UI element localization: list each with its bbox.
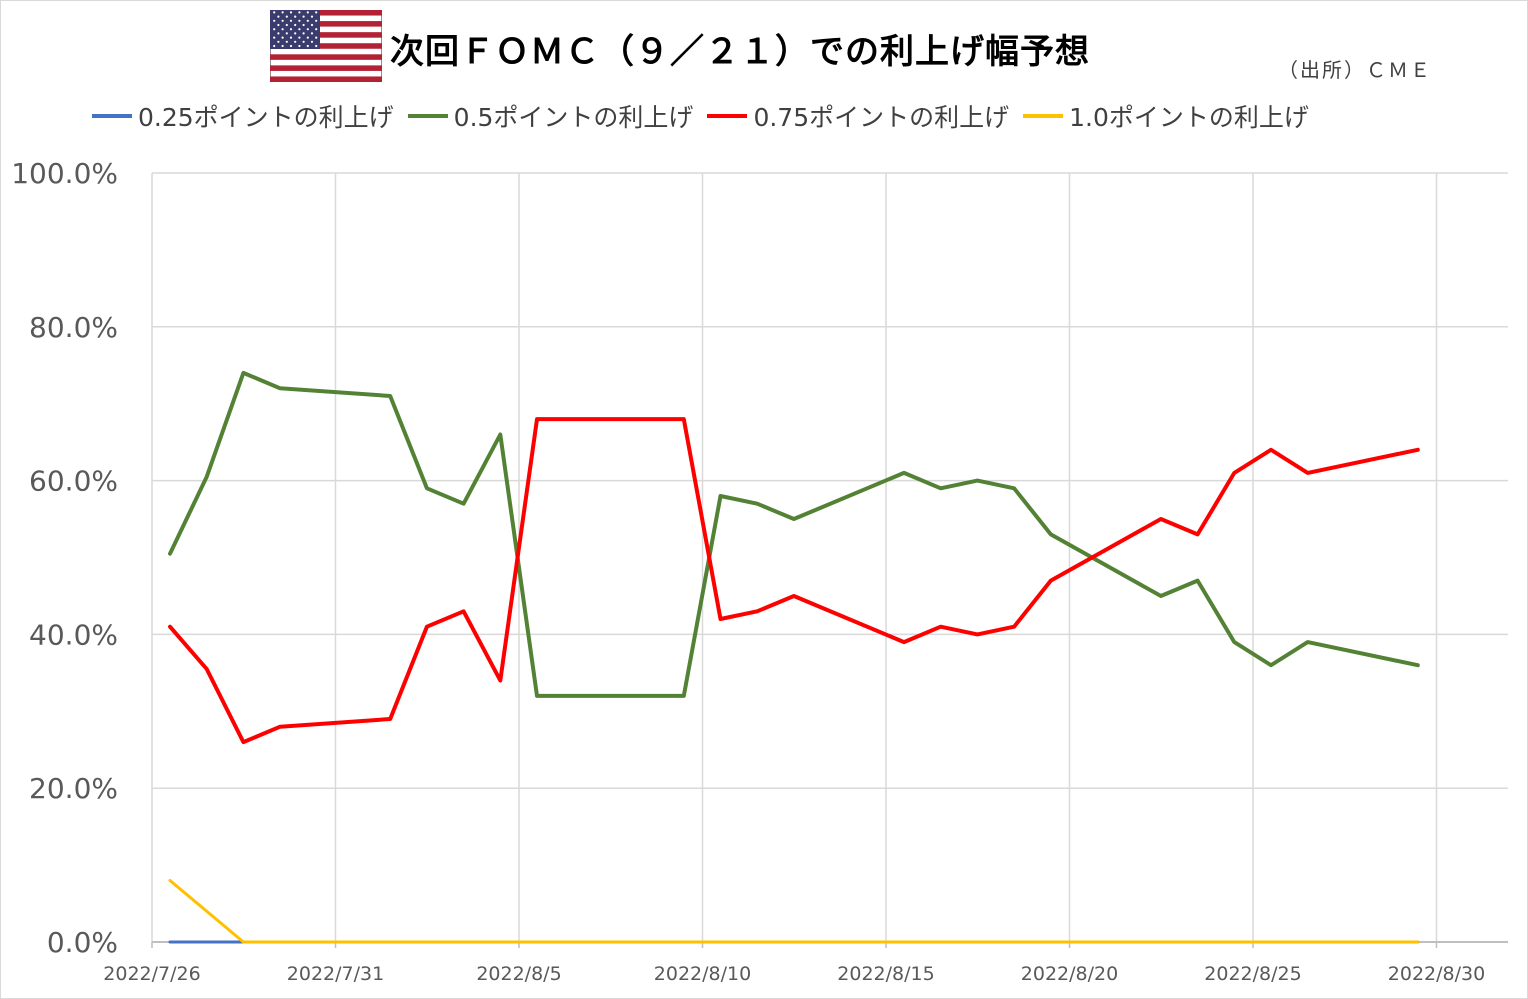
legend-swatch-075: [707, 114, 748, 118]
legend-item-05: 0.5ポイントの利上げ: [407, 98, 694, 134]
series-line-2: [168, 417, 1420, 745]
x-tick-label: 2022/8/25: [1204, 963, 1301, 985]
series-line-1: [168, 370, 1420, 698]
legend-item-10: 1.0ポイントの利上げ: [1023, 98, 1309, 134]
legend-swatch-025: [92, 114, 132, 118]
us-flag-icon: [270, 10, 382, 82]
legend-label-025: 0.25ポイントの利上げ: [138, 103, 394, 132]
legend-item-075: 0.75ポイントの利上げ: [707, 98, 1009, 134]
y-tick-label: 40.0%: [29, 618, 118, 651]
y-tick-label: 80.0%: [29, 311, 118, 344]
y-tick-label: 0.0%: [47, 926, 118, 959]
y-tick-label: 60.0%: [29, 465, 118, 498]
x-tick-label: 2022/8/10: [654, 963, 751, 985]
legend-label-10: 1.0ポイントの利上げ: [1069, 103, 1309, 132]
x-tick-label: 2022/8/20: [1021, 963, 1118, 985]
legend-swatch-10: [1023, 114, 1064, 118]
x-tick-label: 2022/8/30: [1388, 963, 1485, 985]
chart-title: 次回ＦＯＭＣ（９／２１）での利上げ幅予想: [390, 32, 1090, 72]
source-note: （出所）ＣＭＥ: [1278, 58, 1432, 82]
x-tick-label: 2022/7/31: [287, 963, 384, 985]
legend-label-075: 0.75ポイントの利上げ: [753, 103, 1010, 132]
legend-swatch-05: [407, 114, 448, 118]
legend-label-05: 0.5ポイントの利上げ: [453, 103, 694, 132]
y-tick-label: 20.0%: [29, 772, 118, 805]
x-tick-label: 2022/8/5: [476, 963, 561, 985]
x-tick-label: 2022/8/15: [837, 963, 934, 985]
y-tick-label: 100.0%: [11, 157, 118, 190]
legend: 0.25ポイントの利上げ 0.5ポイントの利上げ 0.75ポイントの利上げ 1.…: [92, 100, 1323, 132]
x-tick-label: 2022/7/26: [103, 963, 200, 985]
series-line-3: [168, 879, 1420, 944]
legend-item-025: 0.25ポイントの利上げ: [92, 98, 394, 134]
